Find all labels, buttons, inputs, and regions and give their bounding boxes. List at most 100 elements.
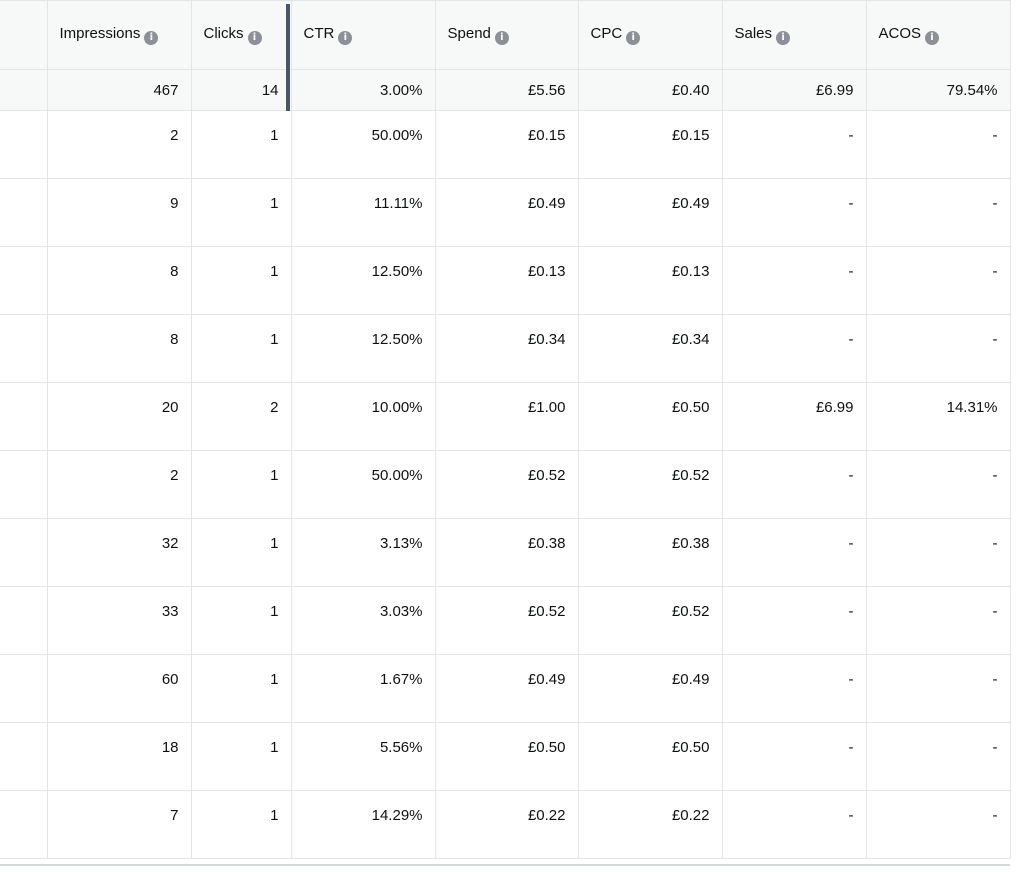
- table-bottom-border: [0, 864, 1010, 866]
- cell-ctr: 12.50%: [290, 314, 436, 383]
- cell-spend: £0.52: [434, 450, 579, 519]
- cell-cpc: £0.52: [577, 586, 723, 655]
- column-header-label: Spend: [447, 25, 491, 42]
- cell-impressions: 20: [46, 382, 192, 451]
- cell-clicks: 1: [190, 518, 292, 587]
- cell-sales: -: [721, 790, 867, 859]
- cell-name: [0, 110, 48, 179]
- column-header-ctr[interactable]: CTR i: [290, 0, 436, 70]
- info-icon[interactable]: i: [776, 31, 791, 45]
- cell-cpc: £0.22: [577, 790, 723, 859]
- cell-clicks: 1: [190, 178, 292, 247]
- column-header-impressions[interactable]: Impressions i: [46, 0, 192, 70]
- table-row[interactable]: 32 1 3.13% £0.38 £0.38- -: [0, 518, 1011, 587]
- cell-ctr: 12.50%: [290, 246, 436, 315]
- table-row[interactable]: 9 1 11.11% £0.49 £0.49- -: [0, 178, 1011, 247]
- column-header-clicks[interactable]: Clicks i: [190, 0, 292, 70]
- cell-cpc: £0.38: [577, 518, 723, 587]
- info-icon[interactable]: i: [247, 31, 262, 45]
- cell-acos: -: [865, 654, 1011, 723]
- info-icon[interactable]: i: [144, 31, 159, 45]
- cell-clicks: 1: [190, 790, 292, 859]
- cell-spend: £1.00: [434, 382, 579, 451]
- column-header-label: Impressions: [59, 25, 141, 42]
- table-row[interactable]: 2 1 50.00% £0.15 £0.15- -: [0, 110, 1011, 179]
- cell-ctr: 3.13%: [290, 518, 436, 587]
- cell-sales: -: [721, 314, 867, 383]
- cell-spend: £0.15: [434, 110, 579, 179]
- cell-impressions: 2: [46, 450, 192, 519]
- cell-clicks: 1: [190, 722, 292, 791]
- cell-sales: £6.99: [721, 382, 867, 451]
- totals-cell-cpc: £0.40: [577, 69, 723, 111]
- cell-ctr: 14.29%: [290, 790, 436, 859]
- cell-sales: -: [721, 654, 867, 723]
- cell-impressions: 8: [46, 246, 192, 315]
- column-header-acos[interactable]: ACOS i: [865, 0, 1011, 70]
- info-icon[interactable]: i: [494, 31, 509, 45]
- table-row[interactable]: 8 1 12.50% £0.13 £0.13- -: [0, 246, 1011, 315]
- table-row[interactable]: 2 1 50.00% £0.52 £0.52- -: [0, 450, 1011, 519]
- cell-impressions: 7: [46, 790, 192, 859]
- cell-acos: -: [865, 110, 1011, 179]
- table-row[interactable]: 7 1 14.29% £0.22 £0.22- -: [0, 790, 1011, 859]
- cell-clicks: 1: [190, 110, 292, 179]
- table-row[interactable]: 33 1 3.03% £0.52 £0.52- -: [0, 586, 1011, 655]
- cell-sales: -: [721, 722, 867, 791]
- cell-sales: -: [721, 450, 867, 519]
- cell-spend: £0.52: [434, 586, 579, 655]
- info-icon[interactable]: i: [925, 31, 940, 45]
- metrics-table-container: Impressions i Clicks i CTR i Spend i CPC i Sales i A…: [0, 0, 1011, 866]
- cell-cpc: £0.13: [577, 246, 723, 315]
- totals-cell-name: [0, 69, 48, 111]
- totals-cell-acos: 79.54%: [865, 69, 1011, 111]
- cell-acos: -: [865, 518, 1011, 587]
- cell-sales: -: [721, 178, 867, 247]
- cell-sales: -: [721, 246, 867, 315]
- cell-cpc: £0.15: [577, 110, 723, 179]
- table-header-row: Impressions i Clicks i CTR i Spend i CPC i Sales i A…: [0, 0, 1011, 70]
- metrics-table: Impressions i Clicks i CTR i Spend i CPC i Sales i A…: [0, 0, 1011, 859]
- column-header-sales[interactable]: Sales i: [721, 0, 867, 70]
- column-header-label: ACOS: [878, 25, 922, 42]
- cell-cpc: £0.50: [577, 722, 723, 791]
- cell-name: [0, 382, 48, 451]
- column-resize-handle[interactable]: [286, 4, 290, 111]
- info-icon[interactable]: i: [338, 31, 353, 45]
- cell-name: [0, 654, 48, 723]
- cell-acos: -: [865, 586, 1011, 655]
- column-header-label: Sales: [734, 25, 773, 42]
- cell-cpc: £0.52: [577, 450, 723, 519]
- cell-sales: -: [721, 518, 867, 587]
- cell-ctr: 1.67%: [290, 654, 436, 723]
- cell-name: [0, 518, 48, 587]
- cell-impressions: 60: [46, 654, 192, 723]
- cell-cpc: £0.49: [577, 654, 723, 723]
- cell-ctr: 11.11%: [290, 178, 436, 247]
- cell-sales: -: [721, 110, 867, 179]
- cell-name: [0, 586, 48, 655]
- cell-ctr: 10.00%: [290, 382, 436, 451]
- cell-ctr: 50.00%: [290, 110, 436, 179]
- cell-name: [0, 178, 48, 247]
- column-header-cpc[interactable]: CPC i: [577, 0, 723, 70]
- info-icon[interactable]: i: [626, 31, 641, 45]
- table-row[interactable]: 60 1 1.67% £0.49 £0.49- -: [0, 654, 1011, 723]
- table-row[interactable]: 8 1 12.50% £0.34 £0.34- -: [0, 314, 1011, 383]
- column-header-label: CTR: [303, 25, 335, 42]
- cell-name: [0, 450, 48, 519]
- table-row[interactable]: 18 1 5.56% £0.50 £0.50- -: [0, 722, 1011, 791]
- totals-cell-clicks: 14: [190, 69, 292, 111]
- table-row[interactable]: 20 2 10.00% £1.00 £0.50 £6.99 14.31%: [0, 382, 1011, 451]
- cell-name: [0, 790, 48, 859]
- cell-acos: 14.31%: [865, 382, 1011, 451]
- cell-impressions: 33: [46, 586, 192, 655]
- cell-impressions: 32: [46, 518, 192, 587]
- column-header-spend[interactable]: Spend i: [434, 0, 579, 70]
- cell-ctr: 5.56%: [290, 722, 436, 791]
- cell-cpc: £0.34: [577, 314, 723, 383]
- cell-sales: -: [721, 586, 867, 655]
- cell-impressions: 8: [46, 314, 192, 383]
- cell-cpc: £0.49: [577, 178, 723, 247]
- cell-impressions: 9: [46, 178, 192, 247]
